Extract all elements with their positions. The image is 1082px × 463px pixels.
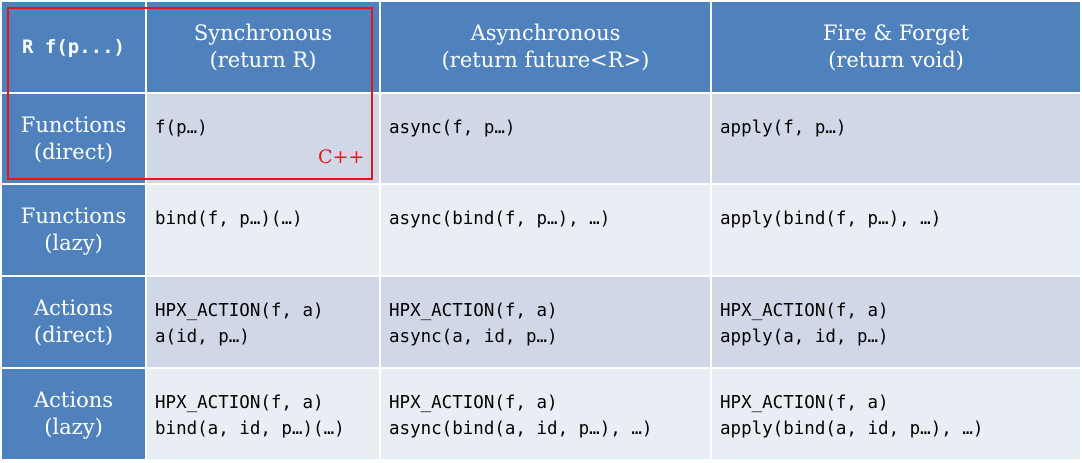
- table-row: Actions (direct) HPX_ACTION(f, a) a(id, …: [0, 275, 1082, 369]
- cell-line-1: HPX_ACTION(f, a): [389, 393, 558, 413]
- cell-line-1: HPX_ACTION(f, a): [720, 393, 889, 413]
- row-title: Functions: [20, 204, 127, 228]
- column-header-asynchronous: Asynchronous (return future<R>): [379, 0, 712, 94]
- table-cell: f(p…): [145, 92, 381, 185]
- column-title: Synchronous: [193, 21, 333, 45]
- cell-line-1: HPX_ACTION(f, a): [155, 301, 324, 321]
- row-subtitle: (direct): [33, 139, 114, 164]
- row-title: Actions: [33, 296, 114, 320]
- cell-line-2: async(a, id, p…): [389, 327, 558, 347]
- cell-line-2: bind(a, id, p…)(…): [155, 419, 345, 439]
- cpp-label: C++: [318, 146, 365, 168]
- table-cell: HPX_ACTION(f, a) apply(bind(a, id, p…), …: [710, 367, 1082, 461]
- row-subtitle: (lazy): [44, 415, 103, 439]
- cell-line-1: apply(bind(f, p…), …): [720, 209, 942, 229]
- table-cell: HPX_ACTION(f, a) bind(a, id, p…)(…): [145, 367, 381, 461]
- table-cell: async(bind(f, p…), …): [379, 183, 712, 277]
- table-cell: apply(bind(f, p…), …): [710, 183, 1082, 277]
- header-row: R f(p...) Synchronous (return R) Asynchr…: [0, 0, 1082, 94]
- table-row: Functions (lazy) bind(f, p…)(…) async(bi…: [0, 183, 1082, 277]
- cell-line-1: HPX_ACTION(f, a): [389, 301, 558, 321]
- row-header-actions-direct: Actions (direct): [0, 275, 147, 369]
- column-subtitle: (return R): [209, 48, 317, 72]
- cell-line-2: async(bind(a, id, p…), …): [389, 419, 653, 439]
- table-cell: bind(f, p…)(…): [145, 183, 381, 277]
- row-title: Actions: [33, 388, 114, 412]
- table-cell: HPX_ACTION(f, a) async(bind(a, id, p…), …: [379, 367, 712, 461]
- column-subtitle: (return void): [828, 48, 964, 72]
- table-row: Functions (direct) f(p…) async(f, p…) ap…: [0, 92, 1082, 185]
- cell-line-2: apply(bind(a, id, p…), …): [720, 419, 984, 439]
- row-header-functions-direct: Functions (direct): [0, 92, 147, 185]
- table-cell: async(f, p…): [379, 92, 712, 185]
- corner-label: R f(p...): [0, 0, 147, 94]
- column-title: Asynchronous: [470, 21, 621, 45]
- column-header-synchronous: Synchronous (return R): [145, 0, 381, 94]
- cell-line-2: a(id, p…): [155, 327, 250, 347]
- row-header-actions-lazy: Actions (lazy): [0, 367, 147, 461]
- table-cell: HPX_ACTION(f, a) async(a, id, p…): [379, 275, 712, 369]
- column-subtitle: (return future<R>): [441, 48, 650, 72]
- cell-line-1: async(f, p…): [389, 118, 516, 138]
- row-subtitle: (lazy): [44, 231, 103, 255]
- column-header-fire-and-forget: Fire & Forget (return void): [710, 0, 1082, 94]
- row-subtitle: (direct): [33, 323, 114, 347]
- cell-line-1: bind(f, p…)(…): [155, 209, 303, 229]
- cell-line-1: f(p…): [155, 118, 208, 138]
- cell-line-1: HPX_ACTION(f, a): [155, 393, 324, 413]
- cell-line-1: HPX_ACTION(f, a): [720, 301, 889, 321]
- cell-line-1: async(bind(f, p…), …): [389, 209, 611, 229]
- cell-line-1: apply(f, p…): [720, 118, 847, 138]
- table-row: Actions (lazy) HPX_ACTION(f, a) bind(a, …: [0, 367, 1082, 461]
- column-title: Fire & Forget: [822, 21, 970, 45]
- row-header-functions-lazy: Functions (lazy): [0, 183, 147, 277]
- table-cell: HPX_ACTION(f, a) a(id, p…): [145, 275, 381, 369]
- cell-line-2: apply(a, id, p…): [720, 327, 889, 347]
- row-title: Functions: [20, 112, 127, 137]
- table-cell: HPX_ACTION(f, a) apply(a, id, p…): [710, 275, 1082, 369]
- table-cell: apply(f, p…): [710, 92, 1082, 185]
